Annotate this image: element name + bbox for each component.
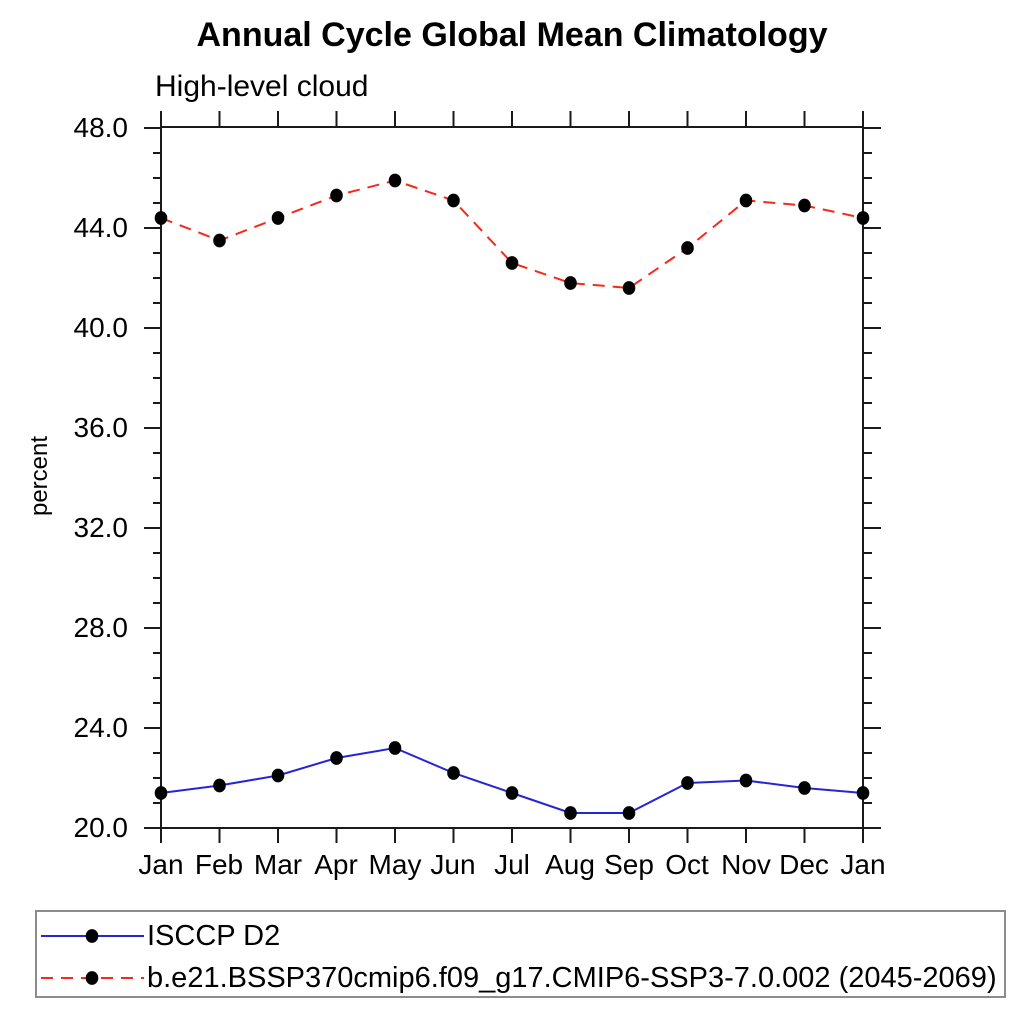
y-tick-label: 32.0: [73, 512, 129, 543]
legend-label: ISCCP D2: [147, 919, 281, 952]
x-tick-label: Sep: [604, 849, 654, 880]
x-tick-label: May: [368, 849, 422, 880]
chart-subtitle: High-level cloud: [155, 70, 369, 103]
x-tick-label: Nov: [721, 849, 771, 880]
legend-swatch-line-dashed: [41, 971, 144, 985]
x-tick-label: Apr: [314, 849, 358, 880]
legend-label: b.e21.BSSP370cmip6.f09_g17.CMIP6-SSP3-7.…: [147, 961, 997, 994]
y-tick-label: 40.0: [73, 312, 129, 343]
x-tick-label: Aug: [545, 849, 595, 880]
y-tick-label: 20.0: [73, 812, 129, 843]
y-tick-label: 44.0: [73, 212, 129, 243]
x-tick-label: Oct: [665, 849, 709, 880]
legend-row: b.e21.BSSP370cmip6.f09_g17.CMIP6-SSP3-7.…: [39, 958, 997, 998]
y-tick-label: 48.0: [73, 112, 129, 143]
x-tick-label: Mar: [253, 849, 303, 880]
y-tick-label: 24.0: [73, 712, 129, 743]
x-tick-label: Jan: [840, 849, 886, 880]
y-tick-label: 36.0: [73, 412, 129, 443]
x-tick-label: Feb: [194, 849, 244, 880]
legend-row: ISCCP D2: [39, 916, 280, 956]
legend: ISCCP D2 b.e21.BSSP370cmip6.f09_g17.CMIP…: [35, 910, 1006, 998]
x-tick-label: Dec: [779, 849, 829, 880]
x-tick-label: Jul: [494, 849, 530, 880]
y-tick-label: 28.0: [73, 612, 129, 643]
x-tick-label: Jun: [430, 849, 476, 880]
chart-title: Annual Cycle Global Mean Climatology: [196, 16, 828, 54]
legend-swatch-line-solid: [41, 929, 144, 943]
x-tick-label: Jan: [138, 849, 184, 880]
